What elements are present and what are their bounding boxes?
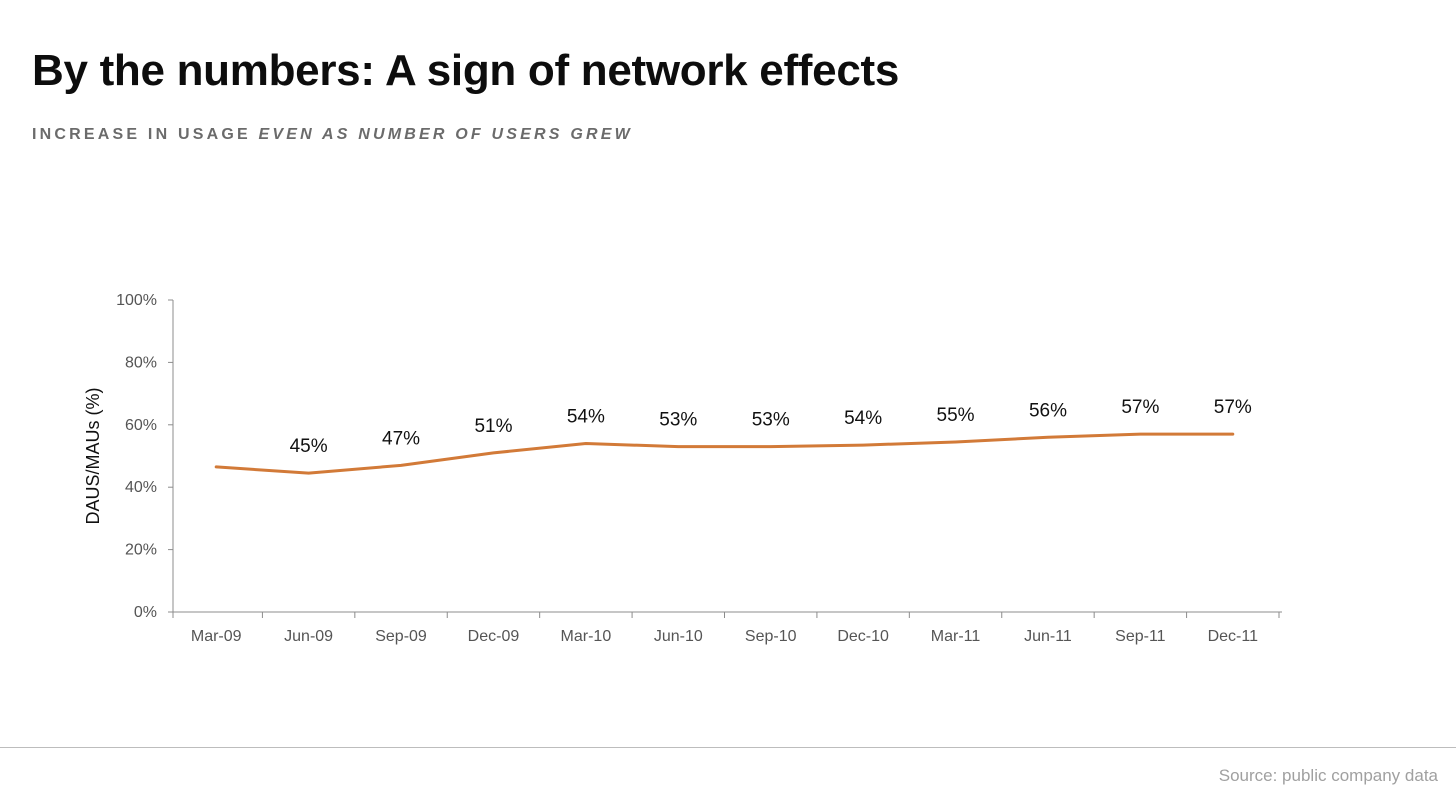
y-axis-title: DAUS/MAUs (%) bbox=[83, 387, 103, 524]
x-tick-label: Sep-10 bbox=[745, 628, 797, 645]
y-tick-label: 100% bbox=[116, 292, 157, 309]
x-tick-label: Dec-11 bbox=[1208, 628, 1258, 645]
x-tick-label: Dec-09 bbox=[468, 628, 520, 645]
data-label: 53% bbox=[752, 410, 790, 431]
chart-title: By the numbers: A sign of network effect… bbox=[32, 46, 900, 95]
x-tick-label: Mar-10 bbox=[561, 628, 612, 645]
data-label: 54% bbox=[844, 408, 882, 429]
data-label: 54% bbox=[567, 407, 605, 428]
data-labels: 45% 47% 51% 54% 53% 53% 54% 55% 56% 57% 57% bbox=[290, 397, 1252, 457]
x-tick-label: Sep-09 bbox=[375, 628, 427, 645]
source-note: Source: public company data bbox=[1218, 766, 1438, 785]
x-tick-label: Jun-11 bbox=[1024, 628, 1072, 645]
series-line bbox=[214, 432, 1235, 475]
subtitle-prefix: INCREASE IN USAGE bbox=[32, 126, 251, 143]
data-label: 56% bbox=[1029, 400, 1067, 421]
x-tick-label: Mar-09 bbox=[191, 628, 242, 645]
y-tick-label: 20% bbox=[125, 542, 157, 559]
y-tick-label: 0% bbox=[134, 604, 157, 621]
x-tick-label: Dec-10 bbox=[837, 628, 889, 645]
x-tick-label: Jun-10 bbox=[654, 628, 703, 645]
y-tick-label: 60% bbox=[125, 417, 157, 434]
x-tick-label: Mar-11 bbox=[931, 628, 981, 645]
footer-divider bbox=[0, 747, 1456, 748]
data-label: 57% bbox=[1214, 397, 1252, 418]
data-label: 51% bbox=[474, 416, 512, 437]
data-label: 45% bbox=[290, 436, 328, 457]
y-tick-label: 40% bbox=[125, 479, 157, 496]
data-label: 53% bbox=[659, 410, 697, 431]
x-tick-label: Sep-11 bbox=[1115, 628, 1166, 645]
data-label: 47% bbox=[382, 428, 420, 449]
data-label: 57% bbox=[1121, 397, 1159, 418]
x-axis-ticks: Mar-09 Jun-09 Sep-09 Dec-09 Mar-10 Jun-10 Sep-… bbox=[172, 612, 1280, 645]
x-tick-label: Jun-09 bbox=[284, 628, 333, 645]
chart-subtitle: INCREASE IN USAGE EVEN AS NUMBER OF USER… bbox=[32, 126, 633, 144]
subtitle-emphasis: EVEN AS NUMBER OF USERS GREW bbox=[258, 126, 633, 143]
y-tick-label: 80% bbox=[125, 354, 157, 371]
y-axis-ticks: 0% 20% 40% 60% 80% 100% bbox=[116, 292, 173, 621]
data-label: 55% bbox=[937, 405, 975, 426]
